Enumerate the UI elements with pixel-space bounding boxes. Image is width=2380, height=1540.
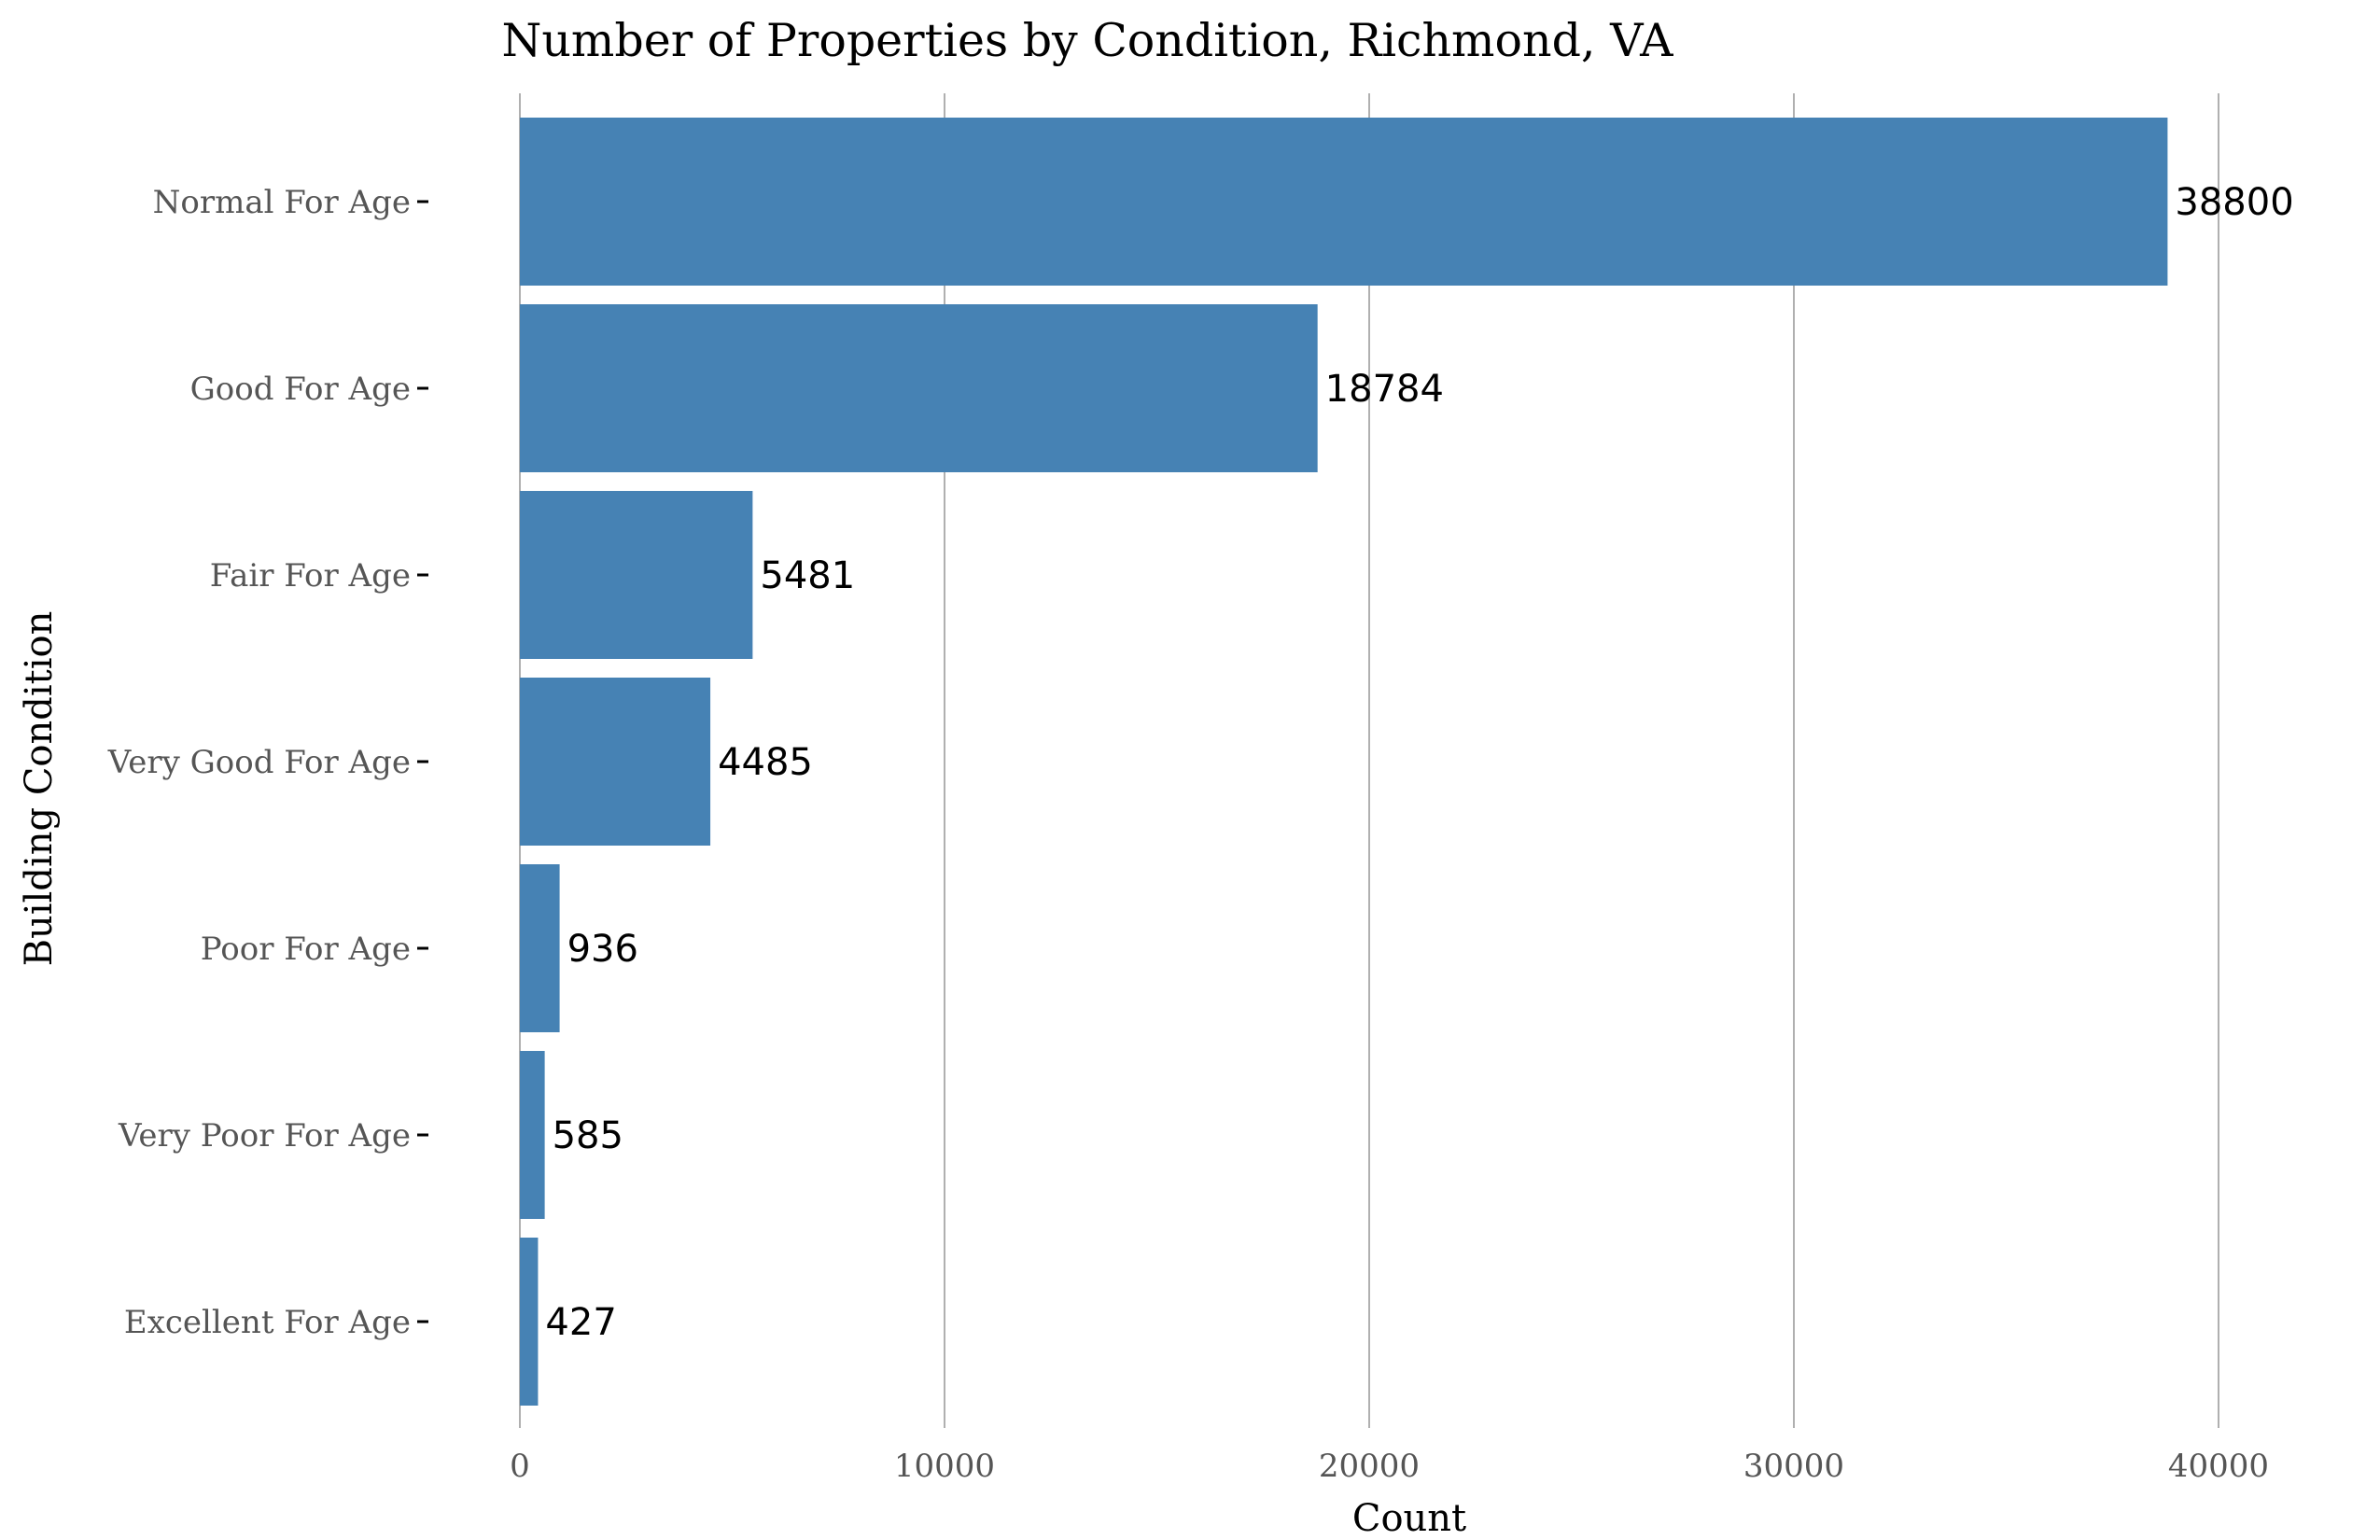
bar [520,491,753,659]
x-axis-ticks: 0 10000 20000 30000 40000 [510,1448,2269,1485]
y-tick-label: Fair For Age [210,557,411,595]
y-tick-label: Good For Age [190,371,411,408]
bar [520,864,560,1032]
bar [520,1238,539,1406]
y-tick-label: Normal For Age [153,184,411,221]
y-tick-label: Excellent For Age [124,1304,411,1341]
bar-value-label: 4485 [718,741,813,784]
y-tick-label: Poor For Age [201,931,411,968]
bar [520,304,1318,472]
y-axis-ticks: Normal For Age Good For Age Fair For Age Ve… [107,184,428,1341]
bar [520,678,711,846]
bar-value-label: 5481 [760,554,855,597]
x-tick-label: 40000 [2168,1448,2269,1485]
x-axis-label: Count [1352,1497,1466,1540]
y-tick-label: Very Poor For Age [118,1117,411,1155]
bar [520,1051,545,1219]
bar-value-label: 18784 [1325,368,1444,411]
bar-value-label: 585 [553,1114,623,1157]
data-labels: 38800 18784 5481 4485 936 585 427 [545,181,2293,1344]
y-tick-label: Very Good For Age [107,744,411,781]
bars [520,118,2168,1406]
x-tick-label: 20000 [1319,1448,1420,1485]
x-tick-label: 10000 [894,1448,995,1485]
x-tick-label: 30000 [1743,1448,1844,1485]
y-axis-label: Building Condition [18,611,61,967]
chart-title: Number of Properties by Condition, Richm… [501,14,1673,67]
bar-value-label: 38800 [2175,181,2293,224]
bar [520,118,2168,286]
x-tick-label: 0 [510,1448,530,1485]
bar-value-label: 936 [567,928,638,971]
bar-value-label: 427 [545,1301,616,1344]
